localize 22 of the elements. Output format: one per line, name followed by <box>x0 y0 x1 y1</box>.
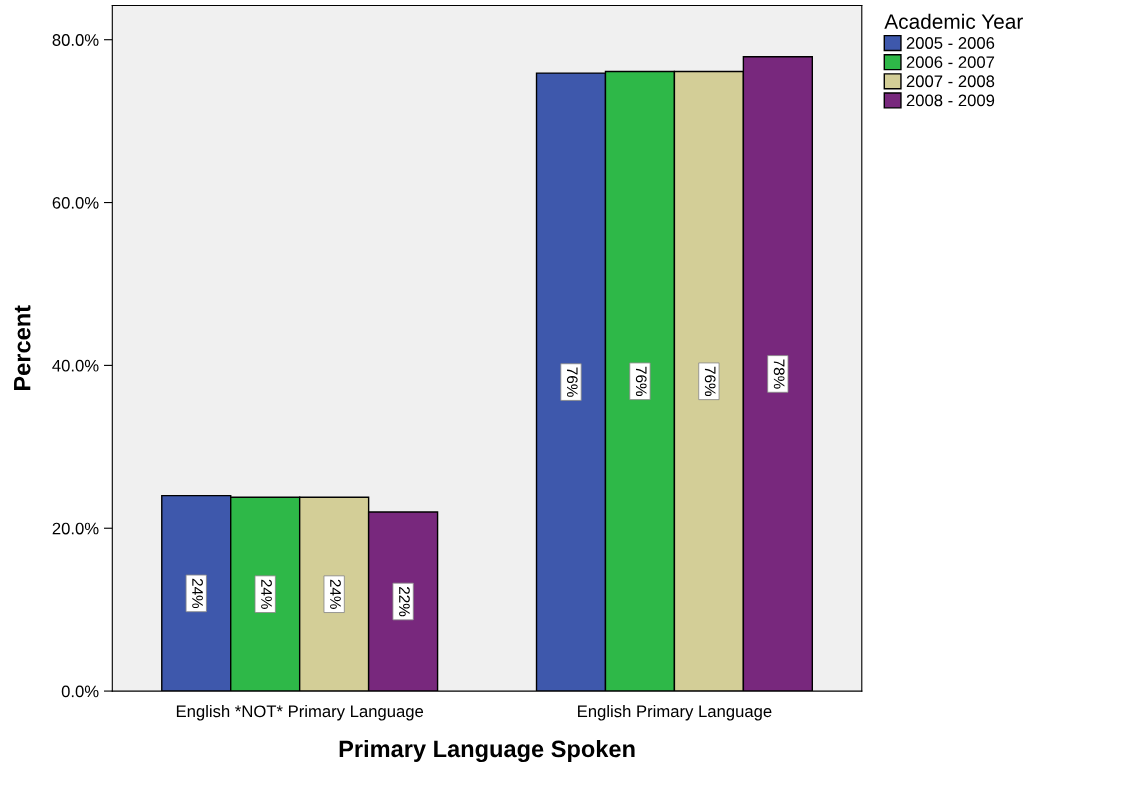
data-label: 76% <box>704 366 716 397</box>
legend-label: 2008 - 2009 <box>906 94 995 107</box>
y-tick-label: 40.0% <box>52 359 99 372</box>
y-tick-label: 80.0% <box>52 34 99 46</box>
y-tick-label: 20.0% <box>52 522 99 535</box>
data-label: 78% <box>773 359 785 389</box>
legend-label: 2006 - 2007 <box>906 56 995 69</box>
y-tick-label: 60.0% <box>52 196 99 209</box>
data-label: 76% <box>566 367 578 397</box>
legend-label: 2007 - 2008 <box>906 75 995 88</box>
data-label: 76% <box>635 366 647 397</box>
y-axis-title: Percent <box>14 305 31 391</box>
data-label: 24% <box>261 579 272 609</box>
x-axis-title: Primary Language Spoken <box>339 739 635 763</box>
x-tick-label: English Primary Language <box>578 704 772 721</box>
data-label: 24% <box>192 578 203 609</box>
legend-label: 2005 - 2006 <box>906 37 995 49</box>
x-tick-label: English *NOT* Primary Language <box>176 704 424 721</box>
data-label: 24% <box>330 579 341 609</box>
legend-title: Academic Year <box>884 13 1023 29</box>
y-tick-label: 0.0% <box>61 685 99 698</box>
data-label: 22% <box>399 586 410 617</box>
